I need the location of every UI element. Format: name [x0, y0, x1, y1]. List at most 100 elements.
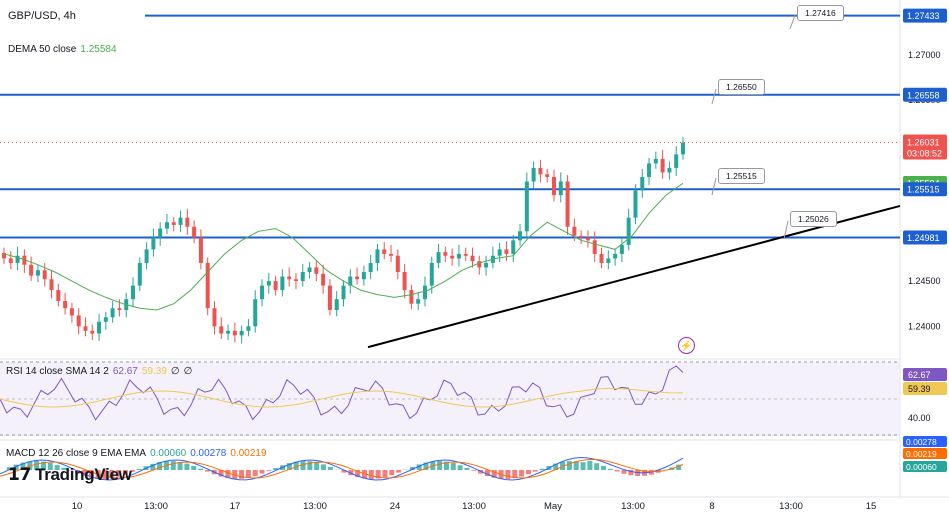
candle-body [144, 249, 149, 263]
macd-histogram-bar [368, 470, 374, 479]
candle-body [497, 249, 502, 256]
candle-body [76, 315, 81, 327]
callout-leader [711, 177, 717, 196]
rsi-tick-label: 40.00 [908, 413, 931, 423]
macd-tag: 0.00278 [906, 437, 937, 447]
macd-histogram-bar [177, 461, 183, 470]
level-tag-bg [903, 87, 947, 102]
macd-histogram-bar [525, 470, 531, 475]
macd-histogram-bar [259, 470, 265, 474]
level-tag: 1.24981 [907, 233, 940, 243]
candle-body [8, 258, 13, 263]
rsi-tag: 62.67 [908, 370, 931, 380]
candle-body [56, 290, 61, 301]
candle-body [450, 255, 455, 259]
macd-histogram-bar [266, 470, 272, 471]
macd-histogram-bar [471, 470, 477, 471]
callout-3[interactable]: 1.25515 [718, 168, 765, 184]
candle-body [341, 285, 346, 300]
macd-histogram-bar [184, 463, 190, 470]
macd-histogram-bar [54, 465, 60, 470]
candle-body [456, 253, 461, 259]
macd-histogram-bar [539, 468, 545, 470]
macd-histogram-bar [81, 470, 87, 476]
callout-1[interactable]: 1.27416 [797, 5, 844, 21]
macd-histogram-bar [341, 470, 347, 473]
macd-legend: MACD 12 26 close 9 EMA EMA 0.00060 0.00278… [6, 448, 267, 459]
callout-2[interactable]: 1.26550 [718, 79, 765, 95]
candle-body [307, 267, 312, 273]
level-tag: 1.25515 [907, 185, 940, 195]
candle-body [463, 253, 468, 256]
macd-histogram-bar [505, 470, 511, 479]
macd-histogram-bar [252, 470, 258, 476]
candle-body [395, 255, 400, 273]
candle-body [321, 273, 326, 286]
current-price-bg [903, 134, 947, 160]
signal-tag-bg [903, 448, 947, 459]
candle-body [83, 326, 88, 331]
candle-body [205, 262, 210, 309]
candle-body [361, 272, 366, 280]
candle-body [253, 299, 258, 327]
candle-body [511, 240, 516, 254]
callout-leader [711, 88, 717, 105]
candle-body [558, 181, 563, 196]
lightning-icon[interactable]: ⚡ [678, 337, 695, 354]
candle-body [477, 261, 482, 268]
candle-body [212, 308, 217, 327]
candle-body [640, 176, 645, 191]
macd-histogram-bar [484, 470, 490, 476]
macd-histogram-bar [68, 470, 74, 471]
time-tick-label: 10 [72, 501, 83, 512]
hist-tag: 0.00060 [906, 462, 937, 472]
current-price-label: 1.26031 [907, 137, 940, 147]
macd-histogram-bar [129, 470, 135, 472]
candle-body [633, 190, 638, 218]
candle-body [219, 326, 224, 334]
macd-histogram-bar [676, 464, 682, 470]
candle-body [422, 285, 427, 300]
candle-body [613, 253, 618, 259]
candle-body [484, 262, 489, 268]
macd-histogram-bar [102, 470, 108, 479]
macd-histogram-bar [286, 463, 292, 470]
candle-body [592, 240, 597, 254]
candle-body [22, 255, 27, 265]
candle-body [164, 222, 169, 229]
macd-histogram-bar [88, 470, 94, 478]
candle-body [368, 262, 373, 273]
macd-histogram-bar [198, 468, 204, 470]
candle-body [293, 279, 298, 282]
callout-4[interactable]: 1.25026 [790, 211, 837, 227]
candle-body [660, 158, 665, 173]
macd-histogram-bar [47, 462, 53, 470]
macd-histogram-bar [587, 460, 593, 470]
macd-histogram-bar [409, 466, 415, 470]
macd-histogram-bar [157, 462, 163, 470]
level-tag-bg [903, 230, 947, 245]
candle-body [232, 330, 237, 336]
candle-body [131, 285, 136, 300]
macd-histogram-bar [628, 470, 634, 476]
rsi-sma-tag-bg [903, 382, 947, 395]
candle-body [266, 281, 271, 286]
level-tag-bg [903, 8, 947, 23]
candle-body [49, 279, 54, 291]
candle-body [585, 237, 590, 241]
candle-body [653, 158, 658, 164]
macd-histogram-bar [607, 468, 613, 470]
candle-body [470, 255, 475, 262]
rsi-legend: RSI 14 close SMA 14 2 62.67 59.39 ∅ ∅ [6, 366, 193, 377]
candle-body [443, 252, 448, 256]
macd-histogram-bar [573, 461, 579, 470]
hist-tag-bg [903, 461, 947, 472]
macd-histogram-bar [464, 467, 470, 470]
candle-body [681, 142, 685, 155]
level-tag: 1.27433 [907, 11, 940, 21]
candle-body [606, 258, 611, 263]
macd-histogram-bar [443, 461, 449, 470]
candle-body [300, 272, 305, 282]
macd-histogram-bar [225, 470, 231, 479]
